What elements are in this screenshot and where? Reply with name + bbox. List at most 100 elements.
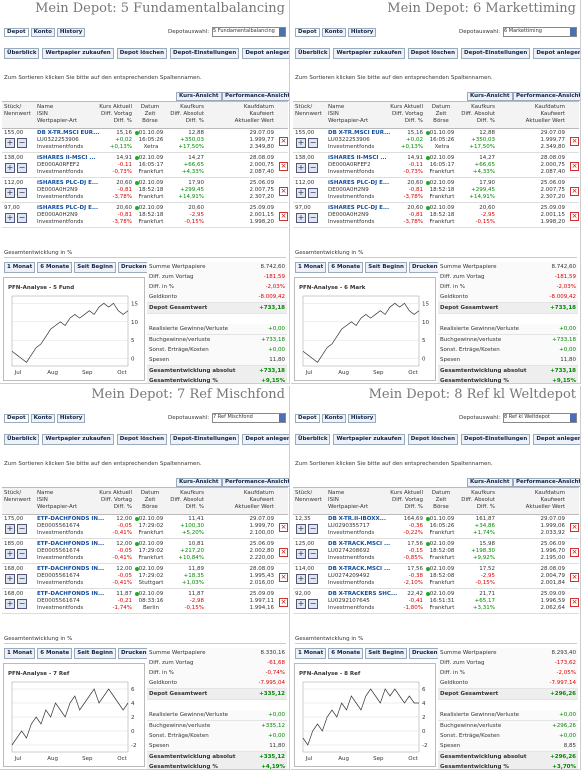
nav-button[interactable]: Depot löschen: [407, 434, 459, 445]
tab[interactable]: History: [347, 28, 377, 37]
plus-icon[interactable]: +: [296, 599, 306, 609]
nav-button[interactable]: Depot anlegen: [533, 434, 580, 445]
security-name[interactable]: DB X-TR.II-IBOXX...: [328, 516, 386, 522]
delete-icon[interactable]: ×: [570, 162, 579, 171]
delete-icon[interactable]: ×: [279, 523, 288, 532]
delete-icon[interactable]: ×: [570, 187, 579, 196]
range-button[interactable]: Drucken: [408, 262, 441, 273]
range-button[interactable]: Drucken: [117, 648, 150, 659]
depot-select[interactable]: 5 Fundamentalbalancing: [212, 27, 286, 37]
nav-button[interactable]: Wertpapier zukaufen: [333, 434, 405, 445]
security-name[interactable]: iSHARES II-MSCI ...: [37, 155, 96, 161]
delete-icon[interactable]: ×: [570, 137, 579, 146]
minus-icon[interactable]: −: [17, 138, 27, 148]
security-name[interactable]: ETF-DACHFONDS IN...: [37, 566, 105, 572]
depot-select[interactable]: 7 Ref Mischfond: [212, 413, 286, 423]
nav-button[interactable]: Überblick: [4, 48, 40, 59]
nav-button[interactable]: Depot anlegen: [242, 48, 289, 59]
nav-button[interactable]: Depot anlegen: [242, 434, 289, 445]
minus-icon[interactable]: −: [308, 138, 318, 148]
delete-icon[interactable]: ×: [570, 598, 579, 607]
security-name[interactable]: iSHARES II-MSCI ...: [328, 155, 387, 161]
minus-icon[interactable]: −: [308, 213, 318, 223]
minus-icon[interactable]: −: [17, 213, 27, 223]
range-button[interactable]: 6 Monate: [37, 262, 73, 273]
minus-icon[interactable]: −: [17, 549, 27, 559]
view-tab[interactable]: Kurs-Ansicht: [176, 478, 222, 487]
view-tab[interactable]: Performance-Ansicht: [513, 92, 580, 101]
minus-icon[interactable]: −: [17, 188, 27, 198]
plus-icon[interactable]: +: [296, 549, 306, 559]
delete-icon[interactable]: ×: [279, 137, 288, 146]
tab[interactable]: Konto: [321, 414, 346, 423]
delete-icon[interactable]: ×: [279, 598, 288, 607]
plus-icon[interactable]: +: [296, 213, 306, 223]
delete-icon[interactable]: ×: [570, 573, 579, 582]
range-button[interactable]: 6 Monate: [37, 648, 73, 659]
nav-button[interactable]: Depot löschen: [116, 434, 168, 445]
tab[interactable]: Konto: [321, 28, 346, 37]
tab[interactable]: History: [347, 414, 377, 423]
range-button[interactable]: Drucken: [408, 648, 441, 659]
plus-icon[interactable]: +: [5, 213, 15, 223]
delete-icon[interactable]: ×: [570, 548, 579, 557]
delete-icon[interactable]: ×: [279, 212, 288, 221]
plus-icon[interactable]: +: [5, 163, 15, 173]
minus-icon[interactable]: −: [17, 163, 27, 173]
nav-button[interactable]: Depot-Einstellungen: [461, 48, 531, 59]
security-name[interactable]: ETF-DACHFONDS IN...: [37, 516, 105, 522]
minus-icon[interactable]: −: [308, 574, 318, 584]
plus-icon[interactable]: +: [296, 524, 306, 534]
delete-icon[interactable]: ×: [279, 162, 288, 171]
depot-select[interactable]: 8 Ref kl Weltdepot: [503, 413, 577, 423]
nav-button[interactable]: Depot-Einstellungen: [170, 48, 240, 59]
security-name[interactable]: iSHARES PLC-DJ E...: [328, 205, 390, 211]
range-button[interactable]: Drucken: [117, 262, 150, 273]
nav-button[interactable]: Überblick: [295, 48, 331, 59]
delete-icon[interactable]: ×: [279, 573, 288, 582]
range-button[interactable]: 1 Monat: [4, 262, 36, 273]
range-button[interactable]: Seit Beginn: [74, 648, 116, 659]
tab[interactable]: History: [56, 28, 86, 37]
security-name[interactable]: DB X-TRACK.MSCI ...: [328, 541, 391, 547]
security-name[interactable]: DB X-TR.MSCI EUR...: [328, 130, 391, 136]
nav-button[interactable]: Depot-Einstellungen: [170, 434, 240, 445]
range-button[interactable]: 1 Monat: [4, 648, 36, 659]
minus-icon[interactable]: −: [17, 524, 27, 534]
plus-icon[interactable]: +: [5, 549, 15, 559]
minus-icon[interactable]: −: [17, 599, 27, 609]
minus-icon[interactable]: −: [17, 574, 27, 584]
tab[interactable]: Konto: [30, 414, 55, 423]
tab[interactable]: History: [56, 414, 86, 423]
security-name[interactable]: ETF-DACHFONDS IN...: [37, 541, 105, 547]
plus-icon[interactable]: +: [296, 188, 306, 198]
security-name[interactable]: iSHARES PLC-DJ E...: [328, 180, 390, 186]
security-name[interactable]: DB X-TR.MSCI EUR...: [37, 130, 100, 136]
nav-button[interactable]: Depot löschen: [116, 48, 168, 59]
plus-icon[interactable]: +: [296, 163, 306, 173]
delete-icon[interactable]: ×: [570, 212, 579, 221]
view-tab[interactable]: Kurs-Ansicht: [467, 478, 513, 487]
range-button[interactable]: 1 Monat: [295, 262, 327, 273]
plus-icon[interactable]: +: [5, 599, 15, 609]
minus-icon[interactable]: −: [308, 163, 318, 173]
range-button[interactable]: 1 Monat: [295, 648, 327, 659]
security-name[interactable]: iSHARES PLC-DJ E...: [37, 180, 99, 186]
nav-button[interactable]: Wertpapier zukaufen: [42, 434, 114, 445]
minus-icon[interactable]: −: [308, 549, 318, 559]
security-name[interactable]: ETF-DACHFONDS IN...: [37, 591, 105, 597]
tab[interactable]: Depot: [4, 28, 29, 37]
nav-button[interactable]: Depot anlegen: [533, 48, 580, 59]
minus-icon[interactable]: −: [308, 524, 318, 534]
plus-icon[interactable]: +: [5, 574, 15, 584]
tab[interactable]: Depot: [295, 28, 320, 37]
security-name[interactable]: DB X-TRACKERS SHC...: [328, 591, 398, 597]
delete-icon[interactable]: ×: [279, 187, 288, 196]
nav-button[interactable]: Depot-Einstellungen: [461, 434, 531, 445]
delete-icon[interactable]: ×: [279, 548, 288, 557]
tab[interactable]: Depot: [4, 414, 29, 423]
range-button[interactable]: Seit Beginn: [365, 262, 407, 273]
plus-icon[interactable]: +: [5, 138, 15, 148]
minus-icon[interactable]: −: [308, 599, 318, 609]
nav-button[interactable]: Wertpapier zukaufen: [42, 48, 114, 59]
